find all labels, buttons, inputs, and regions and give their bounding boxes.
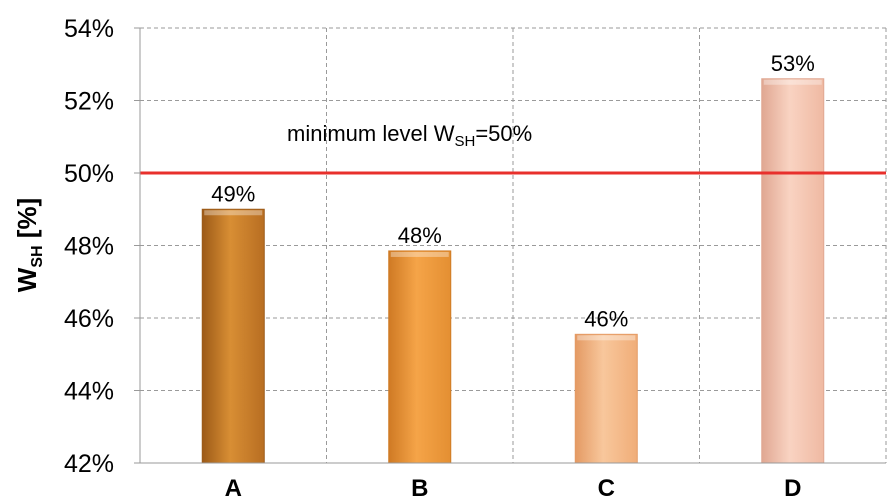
- axis-layer: 42% 44% 46% 48% 50% 52% 54% A B C D WSH [%]: [12, 15, 886, 500]
- data-label: 46%: [584, 306, 628, 331]
- reference-line-layer: minimum level WSH=50%: [140, 121, 886, 175]
- x-tick-label: A: [225, 475, 242, 500]
- bar-d: [761, 78, 825, 464]
- bar-b: [388, 250, 452, 464]
- y-tick-label: 48%: [64, 233, 114, 261]
- x-tick-label: D: [784, 475, 801, 500]
- data-label: 53%: [771, 51, 815, 76]
- data-label: 49%: [211, 181, 255, 206]
- x-tick-label: C: [598, 475, 615, 500]
- bar-bevel: [204, 210, 263, 216]
- data-label: 48%: [398, 223, 442, 248]
- x-tick-label: B: [411, 475, 428, 500]
- y-tick-label: 46%: [64, 305, 114, 333]
- minimum-level-annotation: minimum level WSH=50%: [287, 121, 532, 150]
- bar-bevel: [763, 79, 822, 85]
- y-axis-label: WSH [%]: [12, 198, 46, 292]
- bar-c: [574, 333, 638, 464]
- bar-layer: [201, 78, 825, 464]
- y-tick-label: 44%: [64, 378, 114, 406]
- y-tick-label: 52%: [64, 88, 114, 116]
- bar-bevel: [390, 251, 449, 257]
- label-layer: 49% 48% 46% 53%: [211, 51, 815, 332]
- bar-bevel: [577, 335, 636, 341]
- y-tick-label: 50%: [64, 160, 114, 188]
- bar-a: [201, 208, 265, 464]
- y-tick-label: 42%: [64, 450, 114, 478]
- y-tick-label: 54%: [64, 15, 114, 43]
